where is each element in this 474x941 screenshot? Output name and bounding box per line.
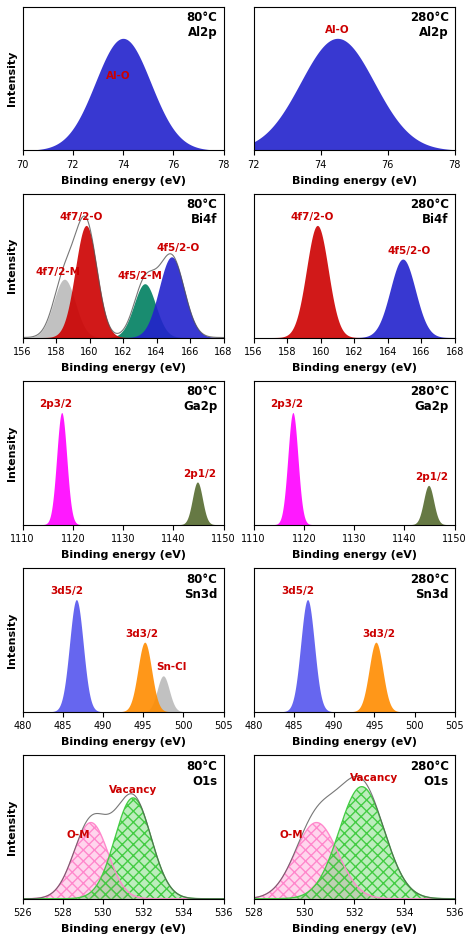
Text: Sn-Cl: Sn-Cl <box>156 662 186 673</box>
X-axis label: Binding energy (eV): Binding energy (eV) <box>292 737 417 747</box>
Text: 4f5/2-M: 4f5/2-M <box>118 271 162 281</box>
Text: 80°C
O1s: 80°C O1s <box>187 759 218 788</box>
Y-axis label: Intensity: Intensity <box>7 799 17 854</box>
Text: 2p1/2: 2p1/2 <box>416 472 448 482</box>
Text: 280°C
Bi4f: 280°C Bi4f <box>410 199 449 227</box>
Text: 2p1/2: 2p1/2 <box>183 469 216 479</box>
Text: 3d5/2: 3d5/2 <box>282 586 314 597</box>
Text: 3d3/2: 3d3/2 <box>125 629 158 639</box>
X-axis label: Binding energy (eV): Binding energy (eV) <box>61 550 185 560</box>
Text: 3d5/2: 3d5/2 <box>50 586 83 597</box>
Text: Al-O: Al-O <box>106 71 130 81</box>
Text: Vacancy: Vacancy <box>109 785 157 794</box>
Text: Al-O: Al-O <box>325 25 350 35</box>
X-axis label: Binding energy (eV): Binding energy (eV) <box>61 176 185 185</box>
Text: 2p3/2: 2p3/2 <box>39 399 72 409</box>
Text: O-M: O-M <box>67 831 91 840</box>
Text: 80°C
Sn3d: 80°C Sn3d <box>184 572 218 600</box>
Y-axis label: Intensity: Intensity <box>7 51 17 106</box>
X-axis label: Binding energy (eV): Binding energy (eV) <box>292 363 417 373</box>
Text: 3d3/2: 3d3/2 <box>362 629 395 639</box>
Text: 80°C
Ga2p: 80°C Ga2p <box>183 386 218 413</box>
Text: 4f5/2-O: 4f5/2-O <box>388 246 431 256</box>
X-axis label: Binding energy (eV): Binding energy (eV) <box>292 550 417 560</box>
Text: Vacancy: Vacancy <box>350 774 399 783</box>
Text: 80°C
Al2p: 80°C Al2p <box>187 11 218 40</box>
X-axis label: Binding energy (eV): Binding energy (eV) <box>61 924 185 934</box>
Text: 4f7/2-M: 4f7/2-M <box>36 267 81 277</box>
X-axis label: Binding energy (eV): Binding energy (eV) <box>61 737 185 747</box>
Text: 2p3/2: 2p3/2 <box>270 399 303 409</box>
Y-axis label: Intensity: Intensity <box>7 425 17 481</box>
Text: 4f7/2-O: 4f7/2-O <box>291 212 334 222</box>
Text: O-M: O-M <box>280 831 303 840</box>
Text: 280°C
O1s: 280°C O1s <box>410 759 449 788</box>
Text: 280°C
Ga2p: 280°C Ga2p <box>410 386 449 413</box>
Text: 280°C
Sn3d: 280°C Sn3d <box>410 572 449 600</box>
X-axis label: Binding energy (eV): Binding energy (eV) <box>292 176 417 185</box>
X-axis label: Binding energy (eV): Binding energy (eV) <box>292 924 417 934</box>
Text: 4f7/2-O: 4f7/2-O <box>59 212 103 222</box>
Text: 280°C
Al2p: 280°C Al2p <box>410 11 449 40</box>
Y-axis label: Intensity: Intensity <box>7 238 17 294</box>
Text: 4f5/2-O: 4f5/2-O <box>157 244 200 253</box>
Y-axis label: Intensity: Intensity <box>7 613 17 667</box>
Text: 80°C
Bi4f: 80°C Bi4f <box>187 199 218 227</box>
X-axis label: Binding energy (eV): Binding energy (eV) <box>61 363 185 373</box>
